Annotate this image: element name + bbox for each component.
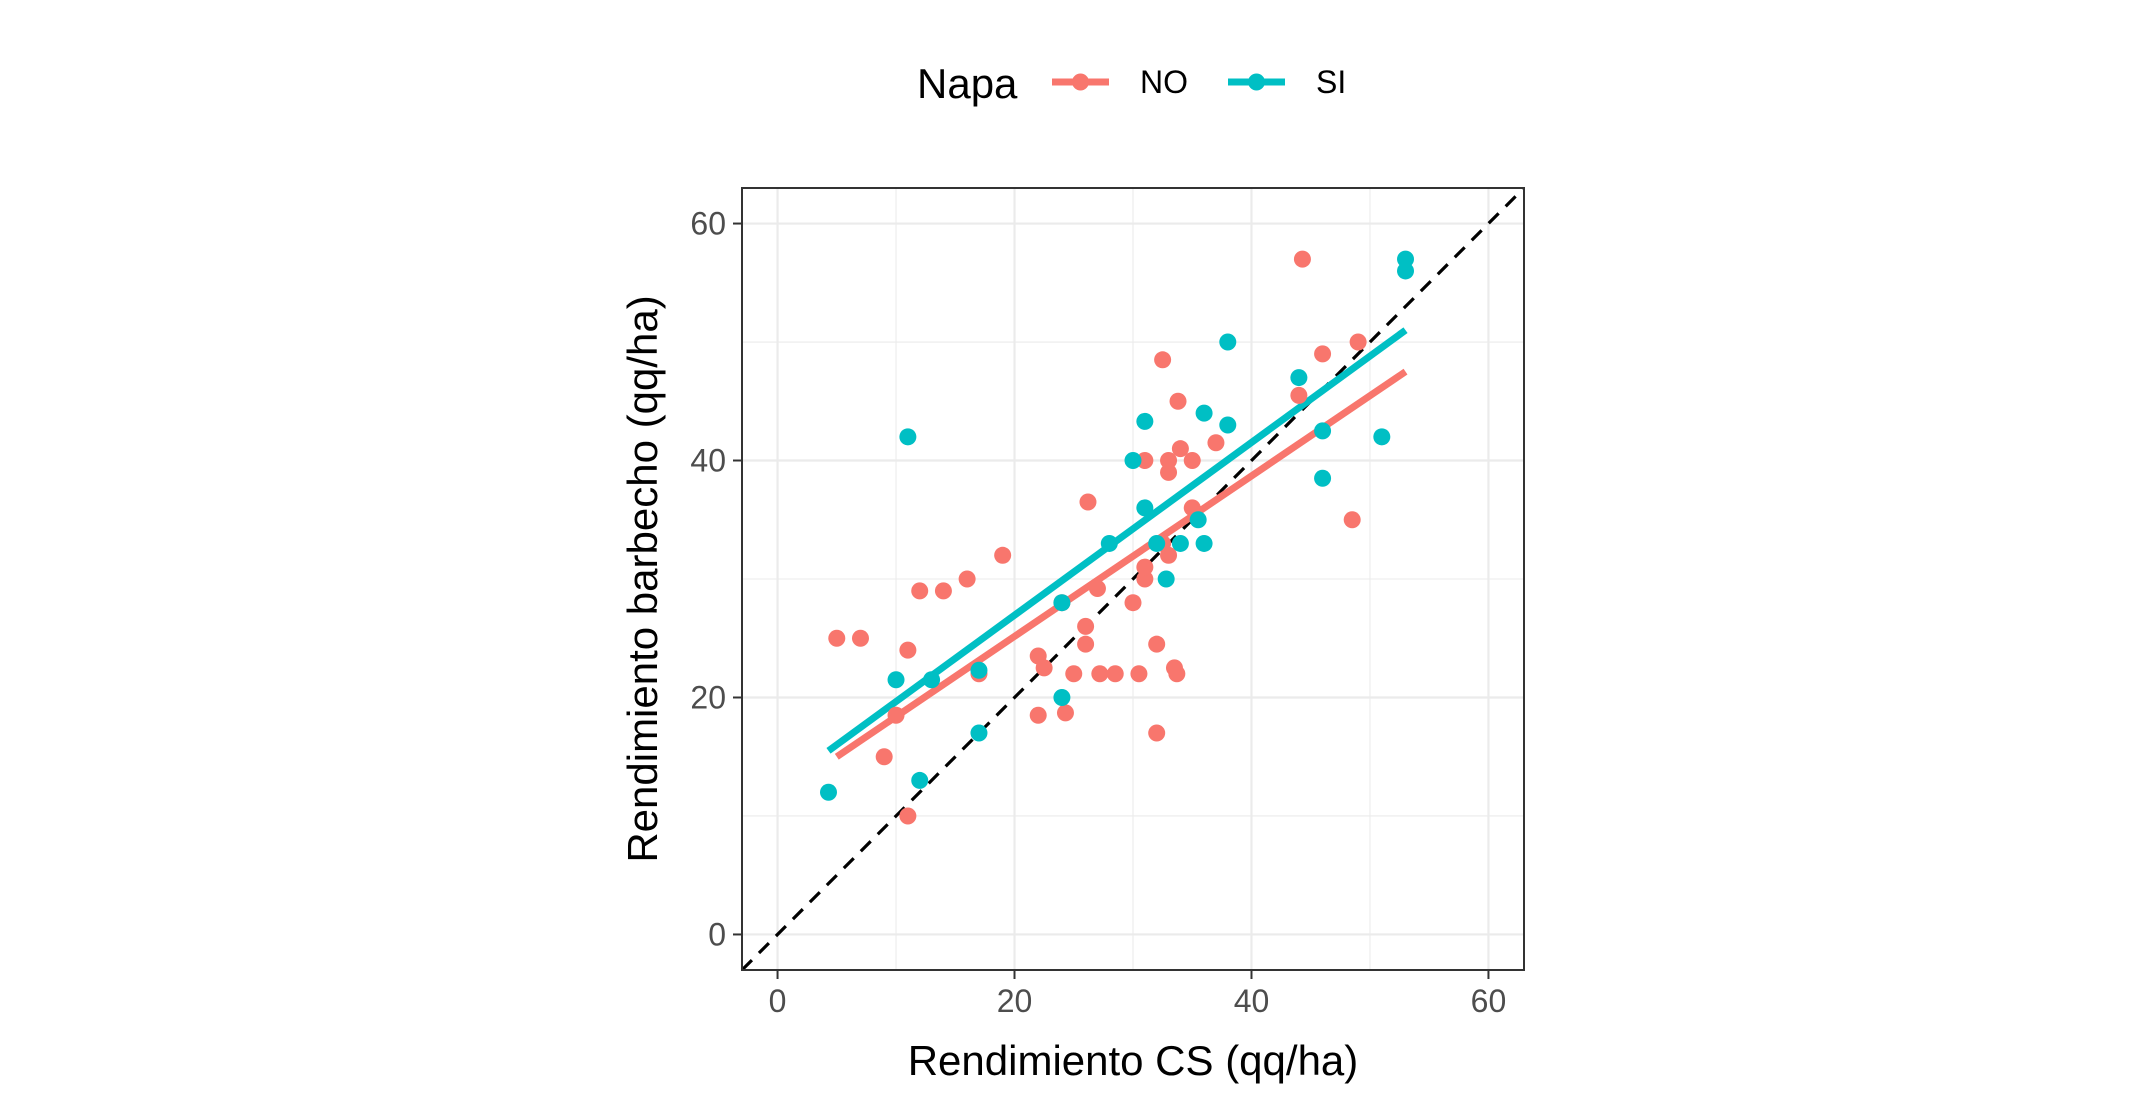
data-point-si xyxy=(1373,428,1391,446)
data-point-si xyxy=(1290,369,1308,387)
data-point-si xyxy=(1189,511,1207,529)
data-point-no xyxy=(1029,706,1047,724)
data-point-si xyxy=(1314,422,1332,440)
data-point-no xyxy=(828,629,846,647)
x-tick-label: 40 xyxy=(1234,983,1270,1019)
data-point-si xyxy=(970,661,988,679)
x-axis: 0 20 40 60 xyxy=(769,970,1507,1019)
legend-item-no: NO xyxy=(1052,64,1188,100)
data-point-no xyxy=(887,706,905,724)
data-point-si xyxy=(970,724,988,742)
identity-reference-line xyxy=(742,188,1524,970)
data-point-no xyxy=(1088,579,1106,597)
data-point-no xyxy=(911,582,929,600)
data-point-si xyxy=(1100,534,1118,552)
data-point-si xyxy=(1053,594,1071,612)
data-point-no xyxy=(1079,493,1097,511)
data-point-si xyxy=(1314,469,1332,487)
data-point-no xyxy=(1130,665,1148,683)
data-point-si xyxy=(1148,534,1166,552)
data-point-no xyxy=(899,641,917,659)
panel-border xyxy=(741,187,1525,971)
data-point-no xyxy=(1290,386,1308,404)
data-point-no xyxy=(1207,434,1225,452)
data-point-si xyxy=(1397,262,1415,280)
data-point-no xyxy=(1035,659,1053,677)
data-point-si xyxy=(1171,534,1189,552)
trend-line-no xyxy=(834,368,1408,760)
y-axis: 0 20 40 60 xyxy=(690,206,742,952)
data-point-no xyxy=(1077,617,1095,635)
data-point-no xyxy=(1314,345,1332,363)
y-tick-label: 0 xyxy=(708,916,726,952)
data-point-si xyxy=(1136,412,1154,430)
data-point-si xyxy=(1219,333,1237,351)
data-point-no xyxy=(1091,665,1109,683)
legend-key-point xyxy=(1248,73,1265,91)
y-tick-label: 40 xyxy=(690,443,726,479)
y-axis-title: Rendimiento barbecho (qq/ha) xyxy=(619,295,666,862)
data-point-si xyxy=(1136,499,1154,517)
data-point-no xyxy=(1148,635,1166,653)
data-point-si xyxy=(1397,250,1415,268)
data-point-no xyxy=(1160,452,1178,470)
x-axis-title: Rendimiento CS (qq/ha) xyxy=(908,1037,1359,1084)
data-point-no xyxy=(899,807,917,825)
legend-title: Napa xyxy=(917,60,1018,107)
data-point-no xyxy=(1124,594,1142,612)
x-tick-label: 20 xyxy=(997,983,1033,1019)
legend-label: NO xyxy=(1140,64,1188,100)
data-point-no xyxy=(1293,250,1311,268)
legend-key-point xyxy=(1072,73,1089,91)
y-tick-label: 20 xyxy=(690,679,726,715)
data-point-no xyxy=(1349,333,1367,351)
data-point-si xyxy=(1053,688,1071,706)
data-points xyxy=(819,250,1415,825)
data-point-no xyxy=(1168,665,1186,683)
data-point-no xyxy=(1136,558,1154,576)
data-point-no xyxy=(1160,463,1178,481)
legend: Napa NO SI xyxy=(917,60,1346,107)
data-point-no xyxy=(1136,452,1154,470)
data-point-no xyxy=(1065,665,1083,683)
data-point-si xyxy=(911,771,929,789)
data-point-no xyxy=(1154,351,1172,369)
data-point-si xyxy=(887,671,905,689)
data-point-si xyxy=(899,428,917,446)
data-point-no xyxy=(851,629,869,647)
data-point-no xyxy=(994,546,1012,564)
data-point-si xyxy=(1195,534,1213,552)
data-point-no xyxy=(1160,546,1178,564)
legend-item-si: SI xyxy=(1228,64,1346,100)
data-point-si xyxy=(1219,416,1237,434)
data-point-no xyxy=(1106,665,1124,683)
data-point-no xyxy=(875,748,893,766)
data-point-no xyxy=(1171,440,1189,458)
data-point-no xyxy=(958,570,976,588)
data-point-no xyxy=(1136,570,1154,588)
data-point-si xyxy=(819,783,837,801)
data-point-si xyxy=(1124,452,1142,470)
x-tick-label: 0 xyxy=(769,983,787,1019)
legend-label: SI xyxy=(1316,64,1346,100)
data-point-si xyxy=(1157,570,1175,588)
x-tick-label: 60 xyxy=(1471,983,1507,1019)
data-point-no xyxy=(1056,704,1074,722)
data-point-no xyxy=(1343,511,1361,529)
data-point-no xyxy=(1183,452,1201,470)
data-point-no xyxy=(1148,724,1166,742)
data-point-no xyxy=(934,582,952,600)
data-point-si xyxy=(1195,404,1213,422)
data-point-no xyxy=(1169,392,1187,410)
data-point-si xyxy=(923,671,941,689)
y-tick-label: 60 xyxy=(690,206,726,242)
data-point-no xyxy=(1077,635,1095,653)
